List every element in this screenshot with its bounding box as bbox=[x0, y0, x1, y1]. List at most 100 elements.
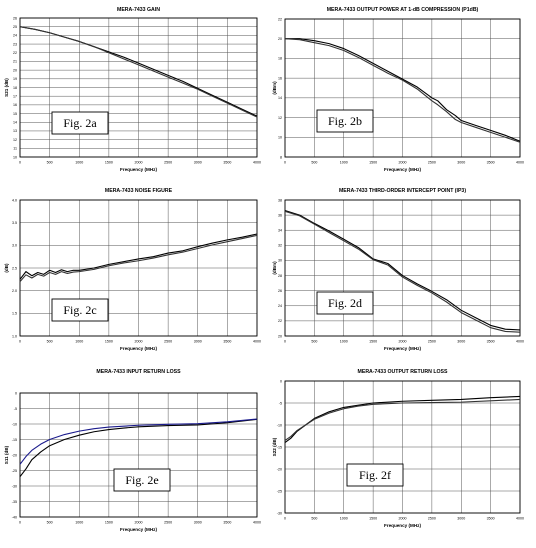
y-tick-label: 34 bbox=[278, 229, 282, 233]
figure-label: Fig. 2f bbox=[359, 468, 391, 482]
series-line-2 bbox=[284, 398, 521, 441]
figure-label: Fig. 2d bbox=[328, 296, 362, 310]
x-tick-label: 1000 bbox=[75, 521, 83, 525]
y-tick-label: 12 bbox=[278, 116, 282, 120]
x-tick-label: 1000 bbox=[340, 340, 348, 344]
x-tick-label: 3500 bbox=[487, 517, 495, 521]
y-tick-label: 0 bbox=[280, 379, 282, 383]
x-tick-label: 4000 bbox=[516, 340, 524, 344]
series-line-1 bbox=[19, 418, 258, 478]
x-axis-label: Frequency (MHz) bbox=[120, 527, 157, 532]
series-line-2 bbox=[284, 210, 521, 333]
x-axis-label: Frequency (MHz) bbox=[120, 167, 157, 172]
y-tick-label: 16 bbox=[278, 76, 282, 80]
y-tick-label: -30 bbox=[277, 511, 282, 515]
x-tick-label: 4000 bbox=[516, 161, 524, 165]
chart-3: MERA-7433 NOISE FIGURE 0 500 1000 1500 2000 25… bbox=[0, 181, 268, 362]
x-tick-label: 3500 bbox=[223, 521, 231, 525]
x-tick-label: 2500 bbox=[428, 517, 436, 521]
x-tick-label: 500 bbox=[47, 340, 53, 344]
y-tick-label: 20 bbox=[13, 68, 17, 72]
figure-label-box bbox=[316, 109, 374, 133]
x-tick-label: 1000 bbox=[75, 161, 83, 165]
chart-5: MERA-7433 INPUT RETURN LOSS 0 500 1000 1500 2… bbox=[0, 362, 268, 543]
y-tick-label: 4.0 bbox=[12, 198, 17, 202]
y-axis-label: S21 (dB) bbox=[4, 78, 9, 97]
chart-svg: MERA-7433 NOISE FIGURE 0 500 1000 1500 2000 25… bbox=[4, 188, 261, 351]
plot-frame bbox=[19, 17, 258, 158]
figure-label: Fig. 2c bbox=[63, 303, 96, 317]
plot-frame bbox=[284, 18, 521, 158]
x-tick-label: 2500 bbox=[164, 521, 172, 525]
chart-title: MERA-7433 NOISE FIGURE bbox=[105, 188, 173, 194]
x-tick-label: 3000 bbox=[457, 161, 465, 165]
y-tick-label: 16 bbox=[13, 103, 17, 107]
x-tick-label: 1000 bbox=[340, 161, 348, 165]
y-tick-label: -10 bbox=[12, 422, 17, 426]
chart-title: MERA-7433 INPUT RETURN LOSS bbox=[96, 369, 181, 375]
y-tick-label: -20 bbox=[12, 453, 17, 457]
y-tick-label: -40 bbox=[12, 515, 17, 519]
chart-svg: MERA-7433 THIRD-ORDER INTERCEPT POINT (I… bbox=[272, 188, 524, 351]
x-tick-label: 0 bbox=[19, 340, 21, 344]
series-line-2 bbox=[19, 418, 258, 465]
figure-label: Fig. 2e bbox=[125, 473, 158, 487]
x-tick-label: 500 bbox=[311, 340, 317, 344]
x-tick-label: 0 bbox=[19, 161, 21, 165]
chart-1: MERA-7433 GAIN 0 500 1000 1500 2000 2500 3000 35… bbox=[0, 0, 268, 181]
x-axis-label: Frequency (MHz) bbox=[384, 167, 421, 172]
y-tick-label: 8 bbox=[280, 155, 282, 159]
x-tick-label: 1500 bbox=[369, 517, 377, 521]
x-tick-label: 2000 bbox=[399, 517, 407, 521]
y-tick-label: 11 bbox=[13, 147, 17, 151]
series-line-1 bbox=[284, 395, 521, 444]
x-tick-label: 2000 bbox=[399, 161, 407, 165]
figure-label: Fig. 2b bbox=[328, 114, 362, 128]
series-line-1 bbox=[284, 210, 521, 331]
series-line-2 bbox=[19, 26, 258, 118]
y-axis-label: (dBm) bbox=[272, 261, 277, 275]
x-tick-label: 3500 bbox=[487, 161, 495, 165]
x-tick-label: 3500 bbox=[223, 340, 231, 344]
y-tick-label: -15 bbox=[277, 445, 282, 449]
y-axis-label: S22 (dB) bbox=[272, 437, 277, 456]
x-tick-label: 1500 bbox=[105, 340, 113, 344]
y-tick-label: 20 bbox=[278, 37, 282, 41]
plot-frame bbox=[19, 199, 258, 337]
x-tick-label: 4000 bbox=[253, 521, 261, 525]
x-tick-label: 1500 bbox=[369, 161, 377, 165]
x-tick-label: 1000 bbox=[340, 517, 348, 521]
chart-svg: MERA-7433 OUTPUT POWER AT 1-dB COMPRESSI… bbox=[272, 7, 524, 172]
x-tick-label: 2000 bbox=[399, 340, 407, 344]
chart-title: MERA-7433 THIRD-ORDER INTERCEPT POINT (I… bbox=[339, 188, 466, 194]
chart-6: MERA-7433 OUTPUT RETURN LOSS 0 500 1000 1500… bbox=[268, 362, 536, 543]
y-tick-label: -25 bbox=[12, 469, 17, 473]
x-tick-label: 2000 bbox=[135, 340, 143, 344]
x-tick-label: 4000 bbox=[253, 161, 261, 165]
y-tick-label: -30 bbox=[12, 484, 17, 488]
x-tick-label: 500 bbox=[47, 161, 53, 165]
figure-label-box bbox=[113, 468, 171, 492]
series-line-2 bbox=[284, 38, 521, 143]
y-tick-label: 20 bbox=[278, 334, 282, 338]
y-tick-label: 14 bbox=[278, 96, 282, 100]
y-tick-label: 22 bbox=[13, 51, 17, 55]
y-tick-label: 10 bbox=[278, 136, 282, 140]
y-tick-label: 19 bbox=[13, 77, 17, 81]
y-tick-label: 38 bbox=[278, 198, 282, 202]
x-tick-label: 2000 bbox=[135, 161, 143, 165]
y-tick-label: 30 bbox=[278, 259, 282, 263]
y-tick-label: 22 bbox=[278, 319, 282, 323]
x-tick-label: 0 bbox=[19, 521, 21, 525]
y-tick-label: 14 bbox=[13, 121, 17, 125]
y-tick-label: 2.0 bbox=[12, 289, 17, 293]
y-tick-label: -5 bbox=[279, 401, 282, 405]
x-tick-label: 3500 bbox=[487, 340, 495, 344]
plot-frame bbox=[19, 392, 258, 518]
chart-title: MERA-7433 GAIN bbox=[117, 7, 160, 13]
figure-label-box bbox=[51, 111, 109, 135]
x-tick-label: 1500 bbox=[105, 161, 113, 165]
x-tick-label: 3000 bbox=[194, 161, 202, 165]
x-tick-label: 2500 bbox=[428, 340, 436, 344]
x-tick-label: 3000 bbox=[194, 521, 202, 525]
